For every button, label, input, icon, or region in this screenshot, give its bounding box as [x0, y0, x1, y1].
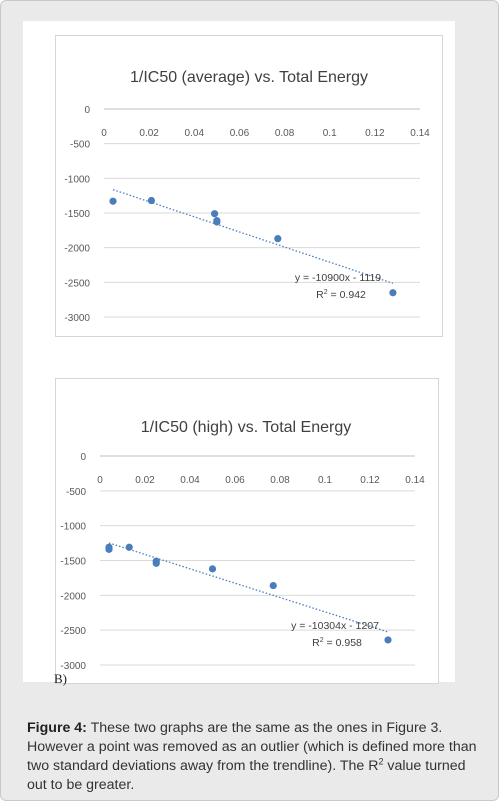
chart-b-xtick-label: 0.08: [270, 475, 290, 486]
chart-a-data-point: [274, 235, 282, 243]
chart-a-ytick-label: 0: [84, 105, 90, 116]
chart-a-xtick-label: 0: [101, 128, 107, 139]
chart-a-data-point: [147, 196, 155, 205]
panel-label-b: B): [54, 671, 67, 686]
chart-b-xtick-label: 0.02: [135, 475, 155, 486]
chart-b-ytick-label: -2000: [60, 591, 86, 602]
chart-a-data-point: [389, 289, 397, 297]
caption-text-end: value turned out to be greater.: [27, 758, 466, 793]
chart-b-data-point: [125, 543, 133, 551]
chart-b-trendline: [108, 542, 389, 633]
chart-b-ytick-label: 0: [80, 452, 86, 463]
chart-b-ytick-label: -500: [66, 487, 86, 498]
chart-a-ytick-label: -2500: [64, 278, 90, 289]
chart-b-xtick-label: 0.04: [180, 475, 200, 486]
chart-a-svg: 1/IC50 (average) vs. Total Energy 0 -500 -1…: [64, 69, 430, 324]
chart-a-data-point: [211, 210, 219, 218]
chart-b-data-point: [152, 559, 160, 567]
chart-b-title: 1/IC50 (high) vs. Total Energy: [141, 419, 351, 436]
chart-b-svg: 1/IC50 (high) vs. Total Energy 0 -500 -1000…: [60, 419, 425, 672]
chart-b-xtick-label: 0.1: [318, 475, 332, 486]
chart-b-data-point: [105, 545, 113, 553]
figure-image-area: 1/IC50 (average) vs. Total Energy 0 -500 -1…: [23, 21, 455, 686]
chart-a-xtick-label: 0.06: [230, 128, 250, 139]
chart-a-xtick-label: 0.1: [323, 128, 337, 139]
chart-a-r-squared: R2 = 0.942: [316, 289, 366, 301]
chart-a-xtick-label: 0.12: [365, 128, 385, 139]
caption-text: These two graphs are the same as the one…: [27, 720, 477, 774]
chart-a-xtick-label: 0.14: [410, 128, 430, 139]
chart-b-xtick-label: 0.14: [405, 475, 425, 486]
chart-b-data-point: [269, 581, 277, 590]
chart-a-ytick-label: -2000: [64, 244, 90, 255]
chart-a-title: 1/IC50 (average) vs. Total Energy: [130, 69, 368, 86]
chart-b-ytick-label: -2500: [60, 626, 86, 637]
chart-a-xtick-label: 0.02: [139, 128, 159, 139]
chart-a-ytick-label: -1000: [64, 174, 90, 185]
chart-a-ytick-label: -1500: [64, 209, 90, 220]
chart-b-data-point: [208, 565, 217, 573]
chart-b-data-point: [384, 636, 392, 644]
chart-b-r-squared: R2 = 0.958: [312, 637, 362, 649]
caption-label: Figure 4:: [27, 720, 87, 736]
chart-a-data-point: [109, 197, 117, 205]
figure-caption: Figure 4: These two graphs are the same …: [27, 719, 483, 795]
chart-a: 1/IC50 (average) vs. Total Energy 0 -500 -1…: [55, 35, 443, 337]
chart-b-xtick-label: 0: [97, 475, 103, 486]
chart-a-trendline: [112, 188, 394, 284]
chart-a-data-point: [213, 218, 221, 226]
chart-a-xtick-label: 0.08: [275, 128, 295, 139]
chart-b-ytick-label: -1000: [60, 522, 86, 533]
chart-a-equation: y = -10900x - 1119: [295, 272, 381, 284]
chart-b-ytick-label: -1500: [60, 557, 86, 568]
chart-b-ytick-label: -3000: [60, 661, 86, 672]
caption-superscript: 2: [378, 756, 384, 767]
chart-a-xtick-label: 0.04: [185, 128, 205, 139]
chart-b-equation: y = -10304x - 1207: [291, 620, 379, 632]
chart-a-ytick-label: -3000: [64, 313, 90, 324]
chart-a-ytick-label: -500: [70, 140, 90, 151]
chart-b-xtick-label: 0.06: [225, 475, 245, 486]
chart-b-xtick-label: 0.12: [360, 475, 380, 486]
chart-b: 1/IC50 (high) vs. Total Energy 0 -500 -1000…: [55, 378, 439, 684]
